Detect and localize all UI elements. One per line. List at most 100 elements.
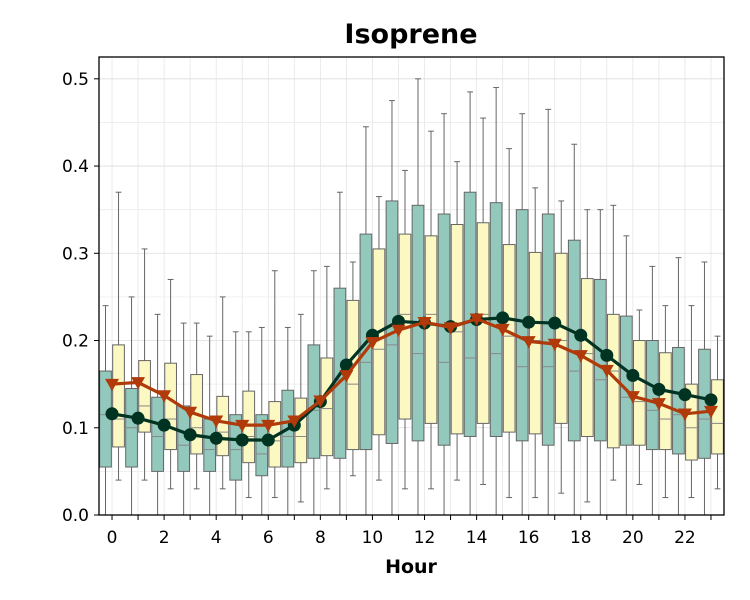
line-point: [365, 337, 380, 350]
line-point: [573, 350, 588, 363]
box-plot: [437, 113, 451, 516]
line-point: [678, 388, 692, 402]
x-tick-label: 8: [315, 528, 326, 548]
chart-title: Isoprene: [344, 19, 477, 50]
box-plot: [489, 87, 503, 516]
x-tick-label: 6: [263, 528, 274, 548]
line-point: [574, 328, 588, 342]
box-plot: [190, 322, 204, 490]
box-iqr: [541, 213, 555, 446]
line-point: [183, 406, 198, 420]
box-plot: [685, 305, 698, 499]
line-point: [339, 358, 353, 372]
line-point: [469, 313, 484, 326]
box-iqr: [112, 344, 125, 448]
box-plot: [502, 148, 516, 499]
line-point: [703, 405, 718, 419]
box-plot: [333, 191, 347, 516]
box-plot: [320, 265, 334, 490]
box-plot: [515, 113, 529, 516]
x-tick-label: 2: [159, 528, 170, 548]
box-plot: [203, 335, 217, 516]
x-tick-label: 10: [362, 528, 384, 548]
line-point: [599, 364, 614, 378]
line-point: [548, 316, 562, 330]
box-plot: [164, 278, 177, 490]
line-point: [600, 348, 614, 362]
box-plot: [359, 126, 373, 516]
line-point: [651, 398, 666, 411]
box-iqr: [138, 360, 151, 433]
line-point: [313, 395, 328, 408]
plot-frame: [98, 56, 725, 516]
box-iqr: [229, 414, 243, 481]
line-point: [105, 378, 120, 392]
x-tick-label: 20: [622, 528, 644, 548]
axes: 0 2 4 6 8 10 12 14 16 18 20 22 0.0 0.1 0.2 0.3 0.4 0.5: [62, 70, 712, 548]
y-tick-label: 0.3: [62, 244, 89, 264]
line-point: [157, 418, 171, 432]
x-axis-label: Hour: [385, 556, 437, 578]
box-plot: [112, 191, 125, 481]
box-iqr: [151, 396, 164, 472]
line-point: [339, 370, 354, 383]
line-point: [522, 315, 536, 329]
box-iqr: [424, 235, 438, 424]
mean-lines: [105, 311, 718, 447]
box-iqr: [554, 252, 568, 424]
line-point: [391, 314, 405, 328]
y-tick-label: 0.4: [62, 157, 89, 177]
box-iqr: [216, 395, 230, 457]
line-point: [495, 323, 510, 337]
line-point: [209, 431, 223, 445]
x-tick-label: 0: [107, 528, 118, 548]
box-iqr: [502, 244, 516, 433]
box-iqr: [203, 418, 217, 472]
box-plot: [476, 117, 490, 485]
line-point: [704, 393, 718, 407]
box-plot: [138, 248, 151, 481]
line-point: [417, 316, 432, 330]
box-plot: [411, 78, 425, 516]
line-point: [652, 382, 666, 396]
line-point: [209, 415, 224, 428]
box-iqr: [672, 347, 685, 455]
box-plot: [385, 100, 399, 516]
line-point: [131, 377, 146, 390]
line-point: [157, 390, 172, 403]
x-tick-label: 4: [211, 528, 222, 548]
x-tick-label: 14: [466, 528, 488, 548]
line-point: [235, 419, 250, 433]
box-iqr: [711, 379, 724, 455]
line-point: [287, 415, 302, 428]
box-plot: [216, 296, 230, 490]
x-tick-label: 22: [674, 528, 696, 548]
line-point: [547, 338, 562, 352]
box-plot: [554, 200, 568, 494]
box-plot: [672, 257, 685, 516]
line-point: [677, 408, 692, 421]
line-point: [625, 391, 640, 404]
box-iqr: [685, 383, 698, 461]
box-plot: [541, 108, 555, 516]
line-point: [183, 428, 197, 442]
line-point: [261, 433, 275, 447]
line-point: [131, 411, 145, 425]
y-tick-label: 0.0: [62, 506, 89, 526]
x-tick-label: 16: [518, 528, 540, 548]
y-tick-label: 0.1: [62, 419, 89, 439]
box-plot: [151, 313, 164, 516]
box-plot: [229, 331, 243, 516]
box-plot: [125, 296, 138, 516]
line-point: [105, 407, 119, 421]
y-tick-label: 0.2: [62, 332, 89, 352]
x-tick-label: 18: [570, 528, 592, 548]
box-iqr: [164, 362, 177, 451]
y-tick-label: 0.5: [62, 70, 89, 90]
box-plot: [294, 313, 308, 503]
box-plot: [242, 331, 256, 499]
line-point: [626, 368, 640, 382]
line-point: [391, 324, 406, 338]
x-tick-label: 12: [414, 528, 436, 548]
